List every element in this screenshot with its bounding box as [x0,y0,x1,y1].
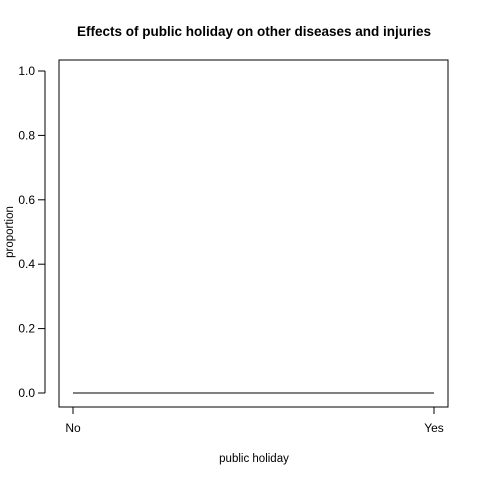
plot-frame [58,59,449,408]
y-tick-label: 0.0 [18,386,35,400]
chart-title: Effects of public holiday on other disea… [77,24,431,39]
y-tick-label: 0.8 [18,128,35,142]
y-axis-label: proportion [4,206,16,258]
x-tick-label: No [65,421,81,435]
x-axis: No Yes [65,406,444,435]
y-tick-label: 1.0 [18,64,35,78]
x-tick-label: Yes [424,421,444,435]
y-tick-label: 0.2 [18,322,35,336]
y-tick-label: 0.6 [18,193,35,207]
y-tick-label: 0.4 [18,257,35,271]
x-axis-label: public holiday [219,453,289,465]
y-axis: 0.0 0.2 0.4 0.6 0.8 1.0 [18,64,46,400]
